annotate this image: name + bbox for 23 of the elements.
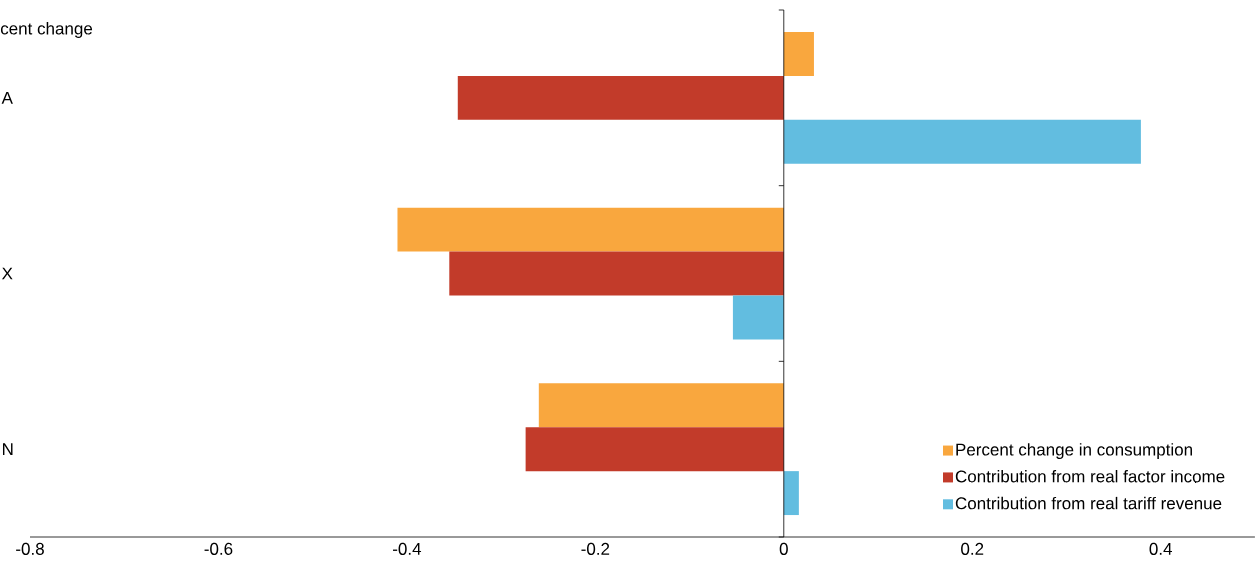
y-axis-title: cent change: [0, 22, 93, 38]
x-tick-label: -0.8: [16, 542, 44, 555]
bar: [457, 75, 784, 120]
bar: [783, 119, 1141, 164]
x-tick-label: -0.6: [204, 542, 233, 555]
bar: [449, 251, 784, 296]
x-tick-label: -0.4: [393, 542, 422, 555]
bar: [783, 31, 814, 76]
x-tick-label: 0: [779, 542, 788, 555]
y-tick-label: X: [1, 267, 13, 280]
y-tick-label: A: [1, 91, 13, 104]
bar: [525, 427, 784, 472]
legend-label: Contribution from real factor income: [955, 470, 1225, 483]
x-tick-label: 0.4: [1149, 542, 1173, 555]
x-tick-label: -0.2: [581, 542, 610, 555]
y-tick-label: N: [3, 443, 13, 456]
bar: [732, 295, 784, 340]
bar: [397, 207, 784, 252]
legend-label: Percent change in consumption: [956, 443, 1192, 459]
legend-label: Contribution from real tariff revenue: [955, 496, 1222, 510]
bar: [783, 471, 799, 516]
x-tick-label: 0.2: [961, 542, 984, 555]
bar: [538, 383, 784, 428]
